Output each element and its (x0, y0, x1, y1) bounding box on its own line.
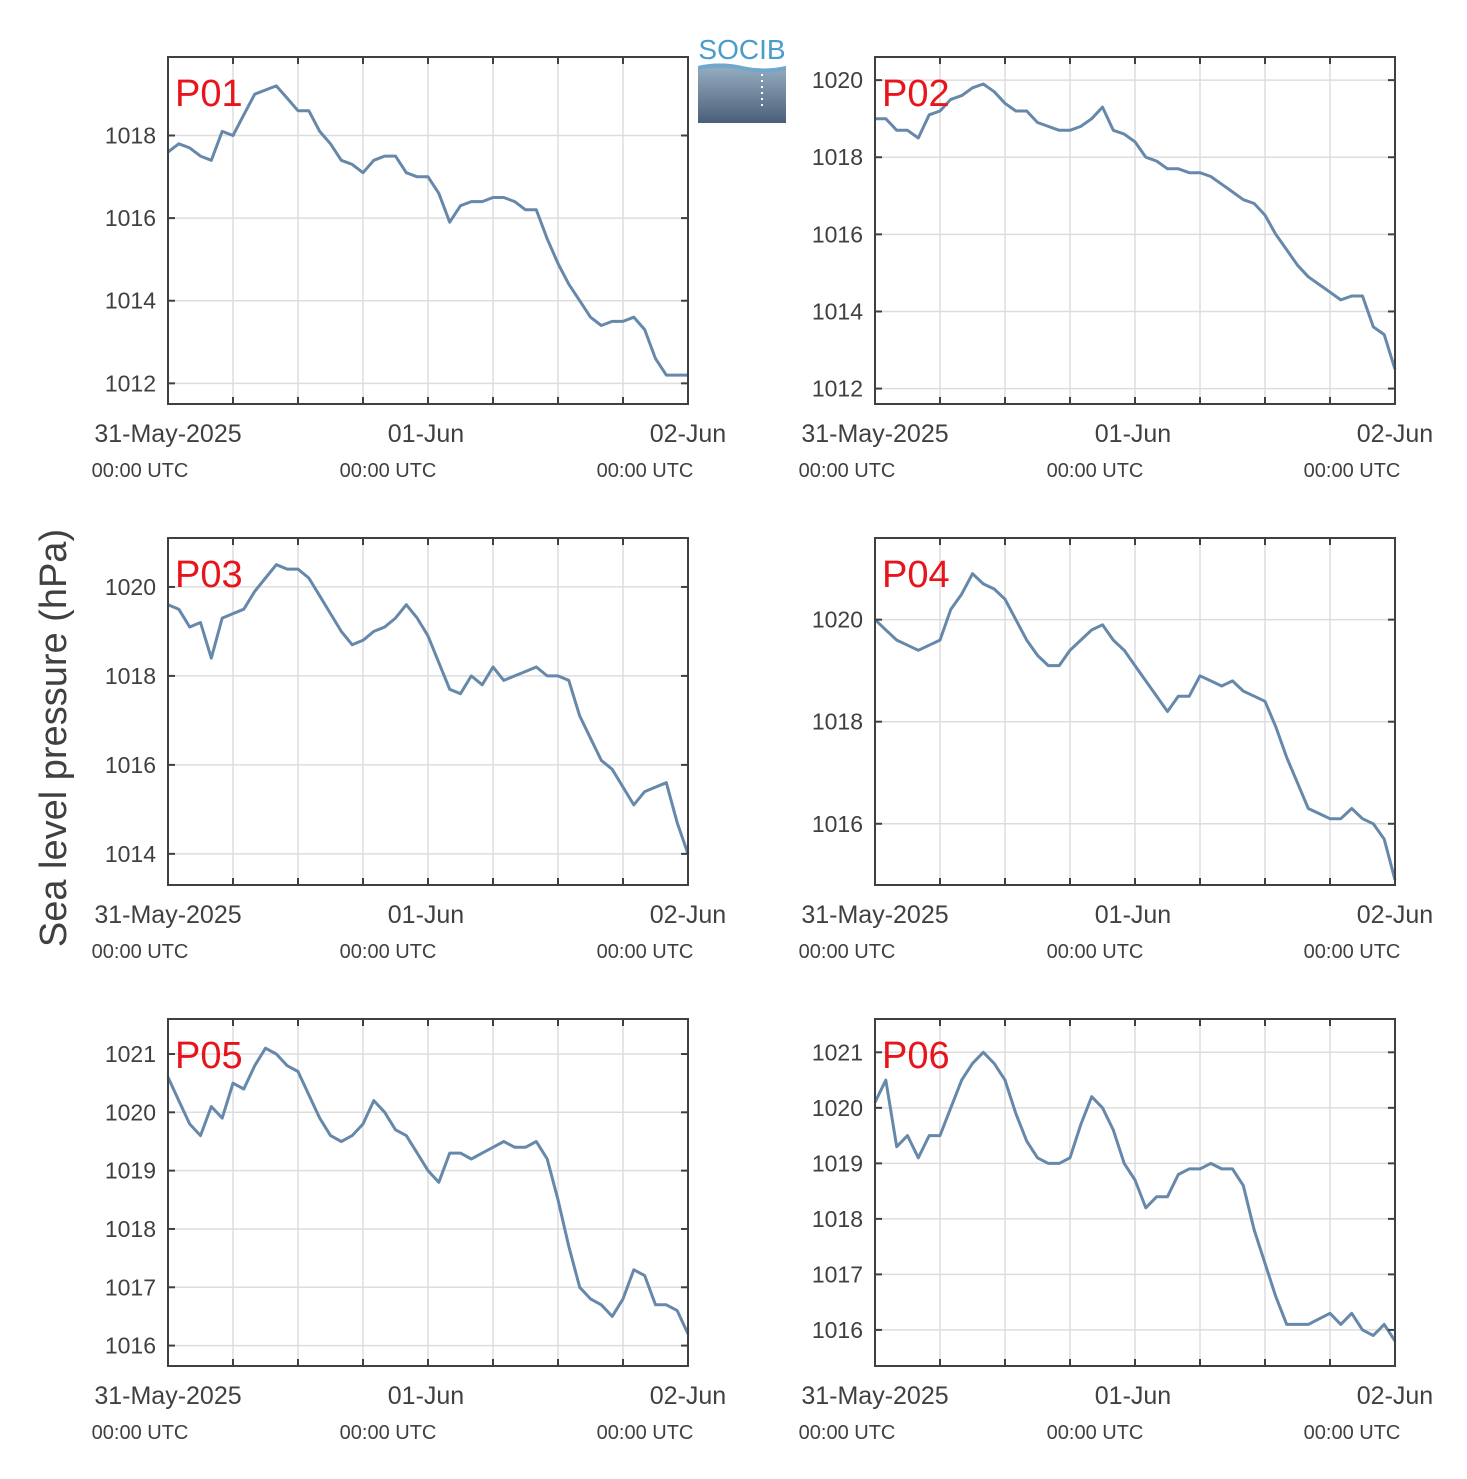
panel-p03: 1014 1016 1018 1020 31-May-2025 00:00 UTC 01-J… (92, 537, 726, 963)
x-tick-label: 01-Jun (1095, 420, 1171, 448)
x-tick-sublabel: 00:00 UTC (92, 460, 189, 482)
panel-label: P03 (175, 554, 243, 596)
x-tick-label: 02-Jun (650, 901, 726, 929)
y-tick-label: 1012 (812, 376, 863, 402)
x-tick-sublabel: 00:00 UTC (1047, 460, 1144, 482)
panel-p01: 1012 1014 1016 1018 31-May-2025 00:00 UTC 01-J… (92, 56, 726, 482)
y-tick-label: 1016 (812, 221, 863, 247)
y-tick-label: 1018 (105, 1216, 156, 1242)
y-tick-label: 1014 (105, 841, 156, 867)
y-tick-label: 1020 (105, 574, 156, 600)
x-tick-label: 02-Jun (1357, 1382, 1433, 1410)
y-tick-label: 1018 (105, 122, 156, 148)
x-tick-label: 02-Jun (1357, 901, 1433, 929)
x-tick-sublabel: 00:00 UTC (92, 1422, 189, 1444)
x-tick-sublabel: 00:00 UTC (799, 941, 896, 963)
x-tick-sublabel: 00:00 UTC (1304, 941, 1401, 963)
x-tick-sublabel: 00:00 UTC (1047, 941, 1144, 963)
panel-label: P02 (882, 73, 950, 115)
socib-logo: SOCIB (698, 34, 786, 123)
series-line (873, 1050, 1397, 1342)
panel-p02: 1012 1014 1016 1018 1020 31-May-2025 00:00 UTC… (799, 56, 1433, 482)
x-tick-sublabel: 00:00 UTC (799, 1422, 896, 1444)
x-tick-label: 31-May-2025 (94, 1382, 241, 1410)
y-tick-label: 1020 (812, 607, 863, 633)
x-tick-sublabel: 00:00 UTC (1304, 460, 1401, 482)
y-tick-label: 1014 (105, 288, 156, 314)
y-tick-label: 1021 (105, 1041, 156, 1067)
x-tick-sublabel: 00:00 UTC (597, 460, 694, 482)
socib-logo-text: SOCIB (698, 34, 785, 65)
y-tick-label: 1018 (812, 144, 863, 170)
y-tick-label: 1017 (105, 1274, 156, 1300)
series-line (875, 82, 1397, 370)
y-tick-label: 1020 (812, 67, 863, 93)
x-tick-label: 31-May-2025 (94, 901, 241, 929)
x-tick-sublabel: 00:00 UTC (340, 460, 437, 482)
y-tick-label: 1016 (105, 1333, 156, 1359)
x-tick-label: 01-Jun (388, 420, 464, 448)
panel-label: P04 (882, 554, 950, 596)
x-tick-label: 01-Jun (1095, 901, 1171, 929)
x-tick-label: 02-Jun (650, 420, 726, 448)
series-line (873, 572, 1397, 881)
y-tick-label: 1020 (812, 1095, 863, 1121)
x-tick-sublabel: 00:00 UTC (340, 941, 437, 963)
y-tick-label: 1018 (812, 709, 863, 735)
x-tick-label: 01-Jun (388, 901, 464, 929)
y-tick-label: 1016 (105, 205, 156, 231)
panel-p06: 1016 1017 1018 1019 1020 1021 31-May-2025 00:00… (799, 1018, 1433, 1444)
x-tick-sublabel: 00:00 UTC (799, 460, 896, 482)
panel-p04: 1016 1018 1020 31-May-2025 00:00 UTC 01-Jun 00… (799, 537, 1433, 963)
x-tick-sublabel: 00:00 UTC (1304, 1422, 1401, 1444)
y-tick-label: 1019 (105, 1158, 156, 1184)
y-tick-label: 1017 (812, 1261, 863, 1287)
panels: 1012 1014 1016 1018 31-May-2025 00:00 UTC 01-J… (92, 56, 1433, 1444)
x-tick-label: 31-May-2025 (94, 420, 241, 448)
x-tick-label: 02-Jun (1357, 420, 1433, 448)
y-tick-label: 1018 (105, 663, 156, 689)
y-tick-label: 1014 (812, 298, 863, 324)
x-tick-label: 31-May-2025 (801, 901, 948, 929)
panel-label: P01 (175, 73, 243, 115)
y-tick-label: 1020 (105, 1099, 156, 1125)
x-tick-label: 01-Jun (388, 1382, 464, 1410)
x-tick-label: 31-May-2025 (801, 1382, 948, 1410)
y-tick-label: 1019 (812, 1150, 863, 1176)
y-tick-label: 1021 (812, 1039, 863, 1065)
y-tick-label: 1012 (105, 370, 156, 396)
x-tick-sublabel: 00:00 UTC (340, 1422, 437, 1444)
series-line (167, 563, 690, 855)
x-tick-sublabel: 00:00 UTC (92, 941, 189, 963)
x-tick-label: 31-May-2025 (801, 420, 948, 448)
panel-label: P05 (175, 1035, 243, 1077)
y-tick-label: 1016 (812, 1317, 863, 1343)
y-tick-label: 1016 (812, 811, 863, 837)
x-tick-sublabel: 00:00 UTC (1047, 1422, 1144, 1444)
x-tick-label: 02-Jun (650, 1382, 726, 1410)
series-line (166, 1046, 690, 1335)
y-axis-label: Sea level pressure (hPa) (33, 529, 75, 947)
x-tick-sublabel: 00:00 UTC (597, 941, 694, 963)
x-tick-label: 01-Jun (1095, 1382, 1171, 1410)
y-tick-label: 1018 (812, 1206, 863, 1232)
panel-label: P06 (882, 1035, 950, 1077)
x-tick-sublabel: 00:00 UTC (597, 1422, 694, 1444)
panel-p05: 1016 1017 1018 1019 1020 1021 31-May-2025 00:00… (92, 1018, 726, 1444)
y-tick-label: 1016 (105, 752, 156, 778)
series-line (167, 84, 688, 377)
